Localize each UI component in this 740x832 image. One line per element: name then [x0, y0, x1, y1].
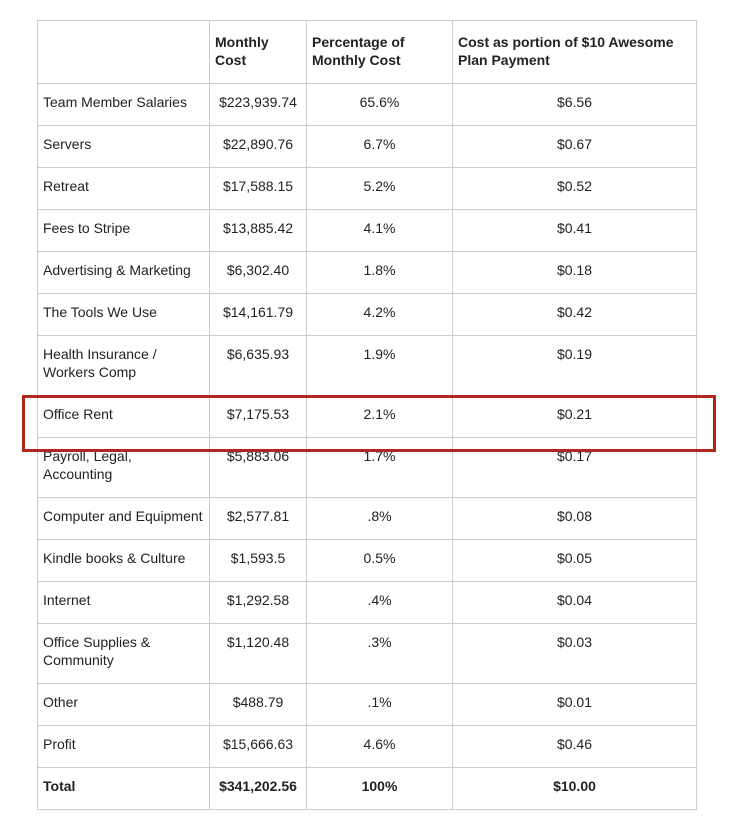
cell: $0.42 — [452, 293, 697, 336]
table-row: Advertising & Marketing $6,302.40 1.8% $0.1… — [37, 251, 697, 294]
table-row: Health Insurance / Workers Comp $6,635.93… — [37, 335, 697, 396]
table-row: Total $341,202.56 100% $10.00 — [37, 767, 697, 810]
row-label: Internet — [37, 581, 210, 624]
table-row: Kindle books & Culture $1,593.5 0.5% $0.05 — [37, 539, 697, 582]
cell: $0.52 — [452, 167, 697, 210]
table-row: Office Rent $7,175.53 2.1% $0.21 — [37, 395, 697, 438]
row-label: Team Member Salaries — [37, 83, 210, 126]
cell: $0.05 — [452, 539, 697, 582]
cell: $0.21 — [452, 395, 697, 438]
cell: 5.2% — [306, 167, 453, 210]
row-label: Computer and Equipment — [37, 497, 210, 540]
table-row: Payroll, Legal, Accounting $5,883.06 1.7% $… — [37, 437, 697, 498]
row-label: Office Supplies & Community — [37, 623, 210, 684]
cell: $6,635.93 — [209, 335, 307, 396]
cell: $223,939.74 — [209, 83, 307, 126]
header-cell: Percentage of Monthly Cost — [306, 20, 453, 84]
cell: $22,890.76 — [209, 125, 307, 168]
cell: $1,593.5 — [209, 539, 307, 582]
header-cell — [37, 20, 210, 84]
table-row: Office Supplies & Community $1,120.48.3% $… — [37, 623, 697, 684]
cell: .3% — [306, 623, 453, 684]
row-label: Retreat — [37, 167, 210, 210]
cell: .8% — [306, 497, 453, 540]
cell: 4.6% — [306, 725, 453, 768]
cell: $0.41 — [452, 209, 697, 252]
row-label: Other — [37, 683, 210, 726]
table-row: Fees to Stripe $13,885.42 4.1% $0.41 — [37, 209, 697, 252]
table-row: The Tools We Use $14,161.79 4.2% $0.42 — [37, 293, 697, 336]
row-label: Advertising & Marketing — [37, 251, 210, 294]
header-row: Monthly Cost Percentage of Monthly Cost Co… — [37, 20, 697, 84]
cell: 6.7% — [306, 125, 453, 168]
row-label: Fees to Stripe — [37, 209, 210, 252]
cell: $2,577.81 — [209, 497, 307, 540]
cell: $14,161.79 — [209, 293, 307, 336]
cell: $13,885.42 — [209, 209, 307, 252]
cell: 1.7% — [306, 437, 453, 498]
table-row: Profit $15,666.63 4.6% $0.46 — [37, 725, 697, 768]
row-label: Total — [37, 767, 210, 810]
row-label: The Tools We Use — [37, 293, 210, 336]
cost-table: Monthly Cost Percentage of Monthly Cost Co… — [37, 20, 697, 810]
cell: $0.01 — [452, 683, 697, 726]
cell: $6,302.40 — [209, 251, 307, 294]
cell: $15,666.63 — [209, 725, 307, 768]
cell: $341,202.56 — [209, 767, 307, 810]
cell: $6.56 — [452, 83, 697, 126]
cell: 0.5% — [306, 539, 453, 582]
cell: .1% — [306, 683, 453, 726]
cell: 4.1% — [306, 209, 453, 252]
table-body: Team Member Salaries $223,939.74 65.6% $6.5… — [37, 83, 697, 810]
cell: .4% — [306, 581, 453, 624]
row-label: Kindle books & Culture — [37, 539, 210, 582]
cell: $17,588.15 — [209, 167, 307, 210]
row-label: Profit — [37, 725, 210, 768]
cell: $1,292.58 — [209, 581, 307, 624]
cell: $0.17 — [452, 437, 697, 498]
table-row: Team Member Salaries $223,939.74 65.6% $6.5… — [37, 83, 697, 126]
cell: $7,175.53 — [209, 395, 307, 438]
cell: 1.8% — [306, 251, 453, 294]
cell: $488.79 — [209, 683, 307, 726]
row-label: Health Insurance / Workers Comp — [37, 335, 210, 396]
table-row: Computer and Equipment $2,577.81.8% $0.08 — [37, 497, 697, 540]
table-row: Retreat $17,588.15 5.2% $0.52 — [37, 167, 697, 210]
row-label: Servers — [37, 125, 210, 168]
header-cell: Cost as portion of $10 Awesome Plan Paym… — [452, 20, 697, 84]
cell: 4.2% — [306, 293, 453, 336]
table-row: Other $488.79.1% $0.01 — [37, 683, 697, 726]
cell: $1,120.48 — [209, 623, 307, 684]
cell: $0.03 — [452, 623, 697, 684]
cell: $0.46 — [452, 725, 697, 768]
cell: $0.67 — [452, 125, 697, 168]
cell: $5,883.06 — [209, 437, 307, 498]
header-cell: Monthly Cost — [209, 20, 307, 84]
row-label: Office Rent — [37, 395, 210, 438]
cell: 65.6% — [306, 83, 453, 126]
cell: 1.9% — [306, 335, 453, 396]
cell: $10.00 — [452, 767, 697, 810]
cell: $0.18 — [452, 251, 697, 294]
table-row: Servers $22,890.76 6.7% $0.67 — [37, 125, 697, 168]
cell: $0.08 — [452, 497, 697, 540]
cell: $0.19 — [452, 335, 697, 396]
cell: $0.04 — [452, 581, 697, 624]
table-row: Internet $1,292.58.4% $0.04 — [37, 581, 697, 624]
cell: 2.1% — [306, 395, 453, 438]
cell: 100% — [306, 767, 453, 810]
row-label: Payroll, Legal, Accounting — [37, 437, 210, 498]
